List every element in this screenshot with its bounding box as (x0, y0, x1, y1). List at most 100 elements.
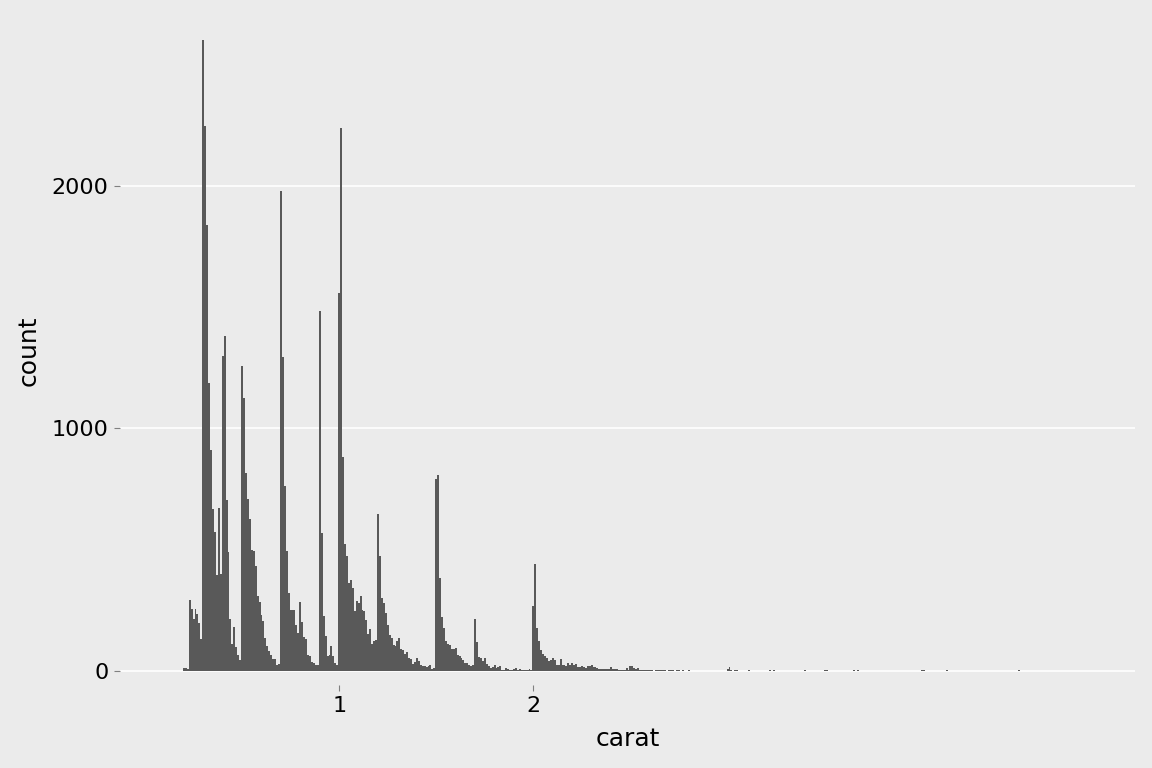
Bar (247, 499, 249, 670)
Bar (359, 596, 362, 670)
Bar (585, 667, 586, 670)
Bar (240, 660, 241, 670)
Bar (414, 662, 416, 670)
Bar (430, 666, 432, 670)
Bar (515, 667, 517, 670)
Bar (249, 519, 251, 670)
Bar (476, 642, 478, 670)
Bar (435, 478, 438, 670)
Bar (220, 574, 221, 670)
Bar (274, 659, 276, 670)
Bar (214, 532, 215, 670)
Bar (537, 627, 538, 670)
Bar (418, 661, 419, 670)
Bar (487, 667, 490, 670)
Bar (265, 638, 266, 670)
Bar (433, 668, 435, 670)
Bar (591, 666, 592, 670)
Bar (241, 366, 243, 670)
Bar (540, 650, 543, 670)
Bar (393, 645, 394, 670)
Bar (339, 293, 340, 670)
Bar (311, 662, 313, 670)
Bar (475, 618, 476, 670)
Bar (586, 666, 589, 670)
Bar (543, 654, 544, 670)
Bar (320, 532, 323, 670)
Bar (189, 600, 190, 670)
Bar (499, 666, 501, 670)
Bar (340, 127, 342, 670)
Bar (441, 617, 444, 670)
Bar (228, 552, 229, 670)
Bar (288, 593, 289, 670)
Bar (379, 556, 381, 670)
Bar (464, 663, 467, 670)
Bar (271, 655, 272, 670)
Bar (229, 619, 232, 670)
Bar (416, 658, 418, 670)
Bar (432, 669, 433, 670)
Bar (470, 666, 472, 670)
Bar (438, 475, 439, 670)
Bar (356, 601, 357, 670)
Bar (439, 578, 441, 670)
Bar (544, 656, 546, 670)
Bar (209, 382, 210, 670)
Bar (486, 664, 487, 670)
Bar (367, 634, 370, 670)
Bar (728, 667, 730, 670)
Bar (237, 655, 240, 670)
Bar (394, 646, 396, 670)
Bar (291, 610, 294, 670)
Bar (296, 625, 297, 670)
Bar (266, 646, 268, 670)
Bar (611, 667, 612, 670)
Bar (455, 647, 456, 670)
Bar (377, 515, 379, 670)
Bar (605, 669, 606, 670)
Bar (634, 668, 635, 670)
Bar (490, 667, 492, 670)
Bar (192, 619, 195, 670)
Bar (263, 621, 265, 670)
Bar (252, 551, 255, 670)
Bar (629, 667, 631, 670)
Bar (381, 598, 382, 670)
Bar (184, 668, 187, 670)
Bar (631, 667, 634, 670)
Bar (637, 668, 639, 670)
Bar (546, 658, 548, 670)
Bar (364, 611, 365, 670)
Bar (305, 639, 308, 670)
Bar (461, 658, 462, 670)
Bar (507, 669, 509, 670)
Bar (326, 657, 328, 670)
Bar (482, 661, 484, 670)
Bar (195, 609, 197, 670)
Bar (323, 616, 325, 670)
Bar (506, 668, 507, 670)
Bar (554, 660, 555, 670)
Bar (614, 669, 616, 670)
Bar (550, 660, 552, 670)
Bar (462, 660, 464, 670)
Bar (336, 665, 339, 670)
Bar (245, 473, 247, 670)
Bar (317, 666, 319, 670)
Bar (402, 650, 404, 670)
Bar (257, 595, 258, 670)
Bar (226, 500, 228, 670)
Bar (371, 644, 373, 670)
Bar (589, 667, 591, 670)
Bar (282, 357, 283, 670)
Bar (579, 667, 581, 670)
Bar (268, 651, 271, 670)
Bar (444, 628, 445, 670)
Bar (552, 658, 554, 670)
Bar (558, 666, 560, 670)
Bar (314, 665, 317, 670)
Bar (289, 611, 291, 670)
Bar (404, 654, 407, 670)
Bar (308, 655, 309, 670)
